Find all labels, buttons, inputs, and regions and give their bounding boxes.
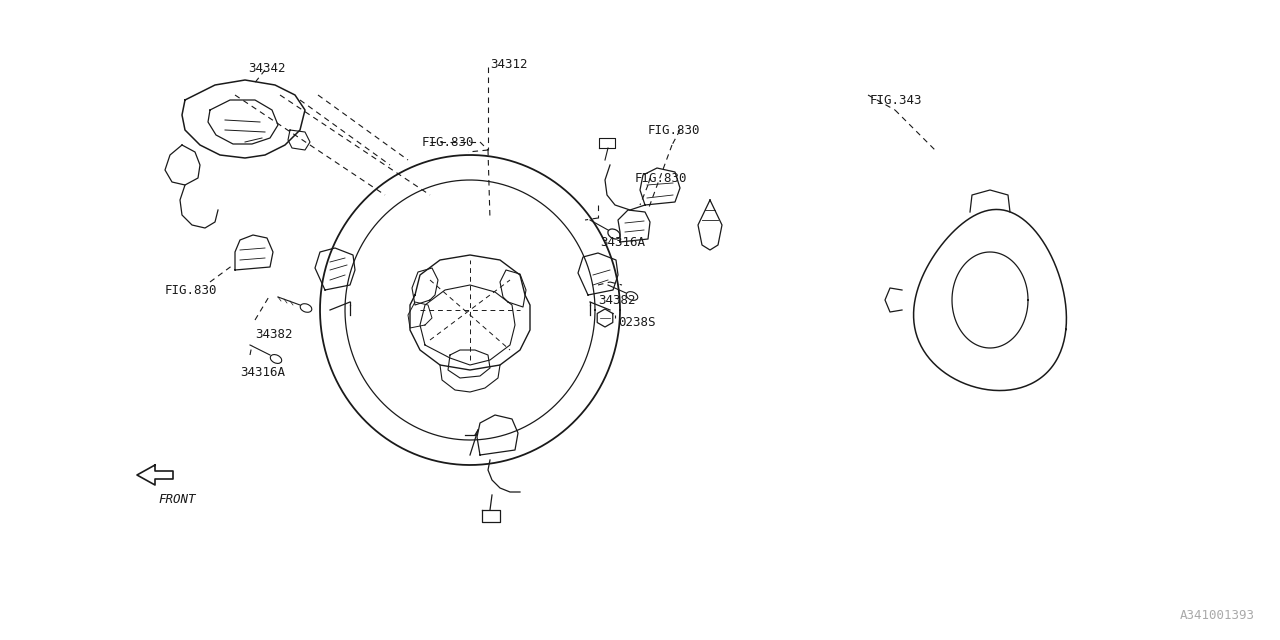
Text: FIG.830: FIG.830 xyxy=(165,284,218,296)
Text: FIG.830: FIG.830 xyxy=(422,136,475,148)
Text: 34316A: 34316A xyxy=(600,236,645,248)
Text: 34342: 34342 xyxy=(248,61,285,74)
Text: FIG.830: FIG.830 xyxy=(648,124,700,136)
Text: 34312: 34312 xyxy=(490,58,527,72)
Text: FIG.343: FIG.343 xyxy=(870,93,923,106)
Text: FIG.830: FIG.830 xyxy=(635,172,687,184)
Text: 34316A: 34316A xyxy=(241,365,285,378)
Text: 34382: 34382 xyxy=(598,294,635,307)
Text: A341001393: A341001393 xyxy=(1180,609,1254,622)
Text: FRONT: FRONT xyxy=(157,493,196,506)
Text: 34382: 34382 xyxy=(255,328,293,342)
Text: 0238S: 0238S xyxy=(618,316,655,328)
